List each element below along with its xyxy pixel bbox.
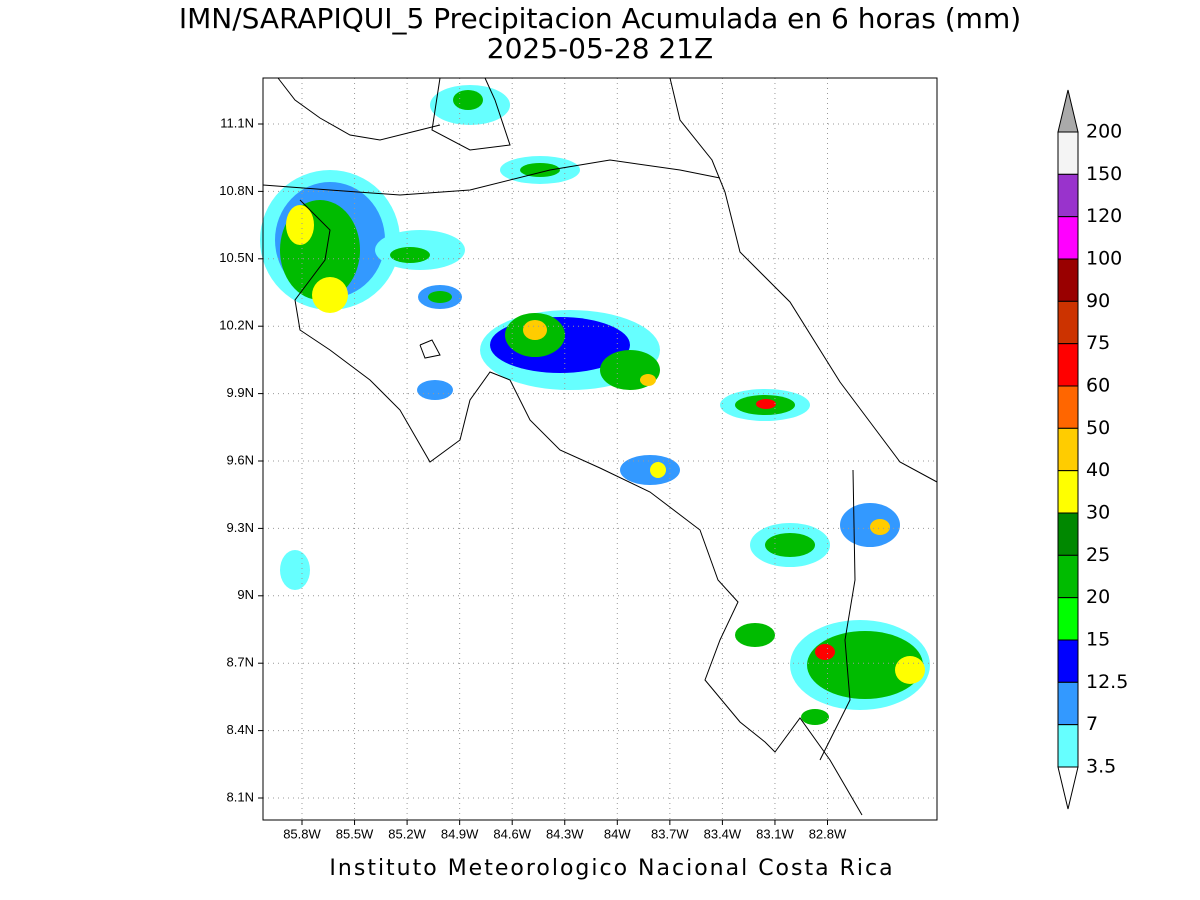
colorbar-box xyxy=(1057,343,1079,387)
colorbar-label: 200 xyxy=(1086,121,1122,143)
precip-area xyxy=(390,247,430,263)
colorbar-label: 100 xyxy=(1086,248,1122,270)
colorbar-label: 7 xyxy=(1086,713,1098,735)
y-tick-label: 8.1N xyxy=(227,789,254,804)
x-tick-label: 84.9W xyxy=(441,826,479,841)
precip-area xyxy=(735,623,775,647)
grid xyxy=(263,78,937,820)
y-tick-label: 10.5N xyxy=(219,250,254,265)
x-tick-label: 85.5W xyxy=(336,826,374,841)
y-tick-label: 9.9N xyxy=(227,385,254,400)
precip-area xyxy=(807,631,923,699)
colorbar-label: 25 xyxy=(1086,544,1110,566)
map-frame xyxy=(262,77,938,821)
colorbar-label: 12.5 xyxy=(1086,671,1128,693)
precip-area xyxy=(280,550,310,590)
colorbar-box xyxy=(1057,427,1079,472)
precip-area xyxy=(312,277,348,313)
y-tick-label: 11.1N xyxy=(220,115,254,130)
x-tick-label: 85.8W xyxy=(283,826,321,841)
colorbar-label: 120 xyxy=(1086,205,1122,227)
colorbar-box xyxy=(1057,300,1079,345)
colorbar-label: 150 xyxy=(1086,163,1122,185)
colorbar-under xyxy=(1057,766,1079,810)
x-tick-label: 82.8W xyxy=(809,826,847,841)
colorbar-over xyxy=(1057,89,1079,133)
x-tick-label: 84.3W xyxy=(546,826,584,841)
colorbar-box xyxy=(1057,554,1079,599)
colorbar-box xyxy=(1057,681,1079,726)
title: IMN/SARAPIQUI_5 Precipitacion Acumulada … xyxy=(179,2,1021,35)
precip-fields xyxy=(260,85,930,725)
lake-shore xyxy=(431,77,511,151)
precip-area xyxy=(640,374,656,386)
colorbar-label: 90 xyxy=(1086,290,1110,312)
precip-area xyxy=(765,533,815,557)
x-tick-label: 83.7W xyxy=(651,826,689,841)
colorbar-label: 50 xyxy=(1086,417,1110,439)
y-tick-label: 9N xyxy=(237,587,254,602)
colorbar-box xyxy=(1057,385,1079,429)
x-tick-label: 85.2W xyxy=(388,826,426,841)
footer: Instituto Meteorologico Nacional Costa R… xyxy=(329,856,894,881)
pacific-coast xyxy=(294,199,863,816)
colorbar-box xyxy=(1057,512,1079,556)
colorbar: 200 150 120 100 90 75 60 50 40 30 25 20 15 12.5 7 3.5 xyxy=(1057,89,1128,810)
border xyxy=(819,469,856,761)
precip-area xyxy=(895,656,925,684)
x-tick-label: 84W xyxy=(604,826,631,841)
precip-area xyxy=(815,644,835,660)
x-tick-label: 83.4W xyxy=(704,826,742,841)
caribbean-coast xyxy=(669,77,938,483)
precip-area xyxy=(801,709,829,725)
y-tick-label: 8.4N xyxy=(227,722,254,737)
precip-area xyxy=(453,90,483,110)
colorbar-box xyxy=(1057,173,1079,218)
x-tick-label: 83.1W xyxy=(756,826,794,841)
map xyxy=(260,77,938,821)
island xyxy=(419,339,441,359)
precip-area xyxy=(286,205,314,245)
colorbar-box xyxy=(1057,597,1079,641)
x-tick-label: 84.6W xyxy=(493,826,531,841)
precip-area xyxy=(523,320,547,340)
border xyxy=(262,159,721,196)
y-tick-label: 10.8N xyxy=(219,183,254,198)
precip-area xyxy=(840,503,900,547)
colorbar-label: 3.5 xyxy=(1086,756,1116,778)
precip-area xyxy=(650,462,666,478)
colorbar-box xyxy=(1057,724,1079,768)
colorbar-label: 60 xyxy=(1086,375,1110,397)
coastlines xyxy=(262,77,938,816)
coastline xyxy=(277,77,441,141)
subtitle: 2025-05-28 21Z xyxy=(487,32,713,65)
precip-area xyxy=(520,163,560,177)
colorbar-box xyxy=(1057,639,1079,683)
colorbar-label: 30 xyxy=(1086,502,1110,524)
y-tick-label: 10.2N xyxy=(219,318,254,333)
precip-area xyxy=(756,399,776,409)
precip-area xyxy=(428,291,452,303)
colorbar-label: 40 xyxy=(1086,459,1110,481)
colorbar-label: 15 xyxy=(1086,629,1110,651)
colorbar-box xyxy=(1057,131,1079,175)
colorbar-box xyxy=(1057,216,1079,260)
colorbar-box xyxy=(1057,258,1079,302)
y-tick-label: 8.7N xyxy=(227,655,254,670)
y-tick-label: 9.6N xyxy=(227,452,254,467)
precip-area xyxy=(417,380,453,400)
precip-area xyxy=(870,519,890,535)
colorbar-label: 20 xyxy=(1086,586,1110,608)
colorbar-box xyxy=(1057,470,1079,514)
colorbar-label: 75 xyxy=(1086,332,1110,354)
y-tick-label: 9.3N xyxy=(227,520,254,535)
